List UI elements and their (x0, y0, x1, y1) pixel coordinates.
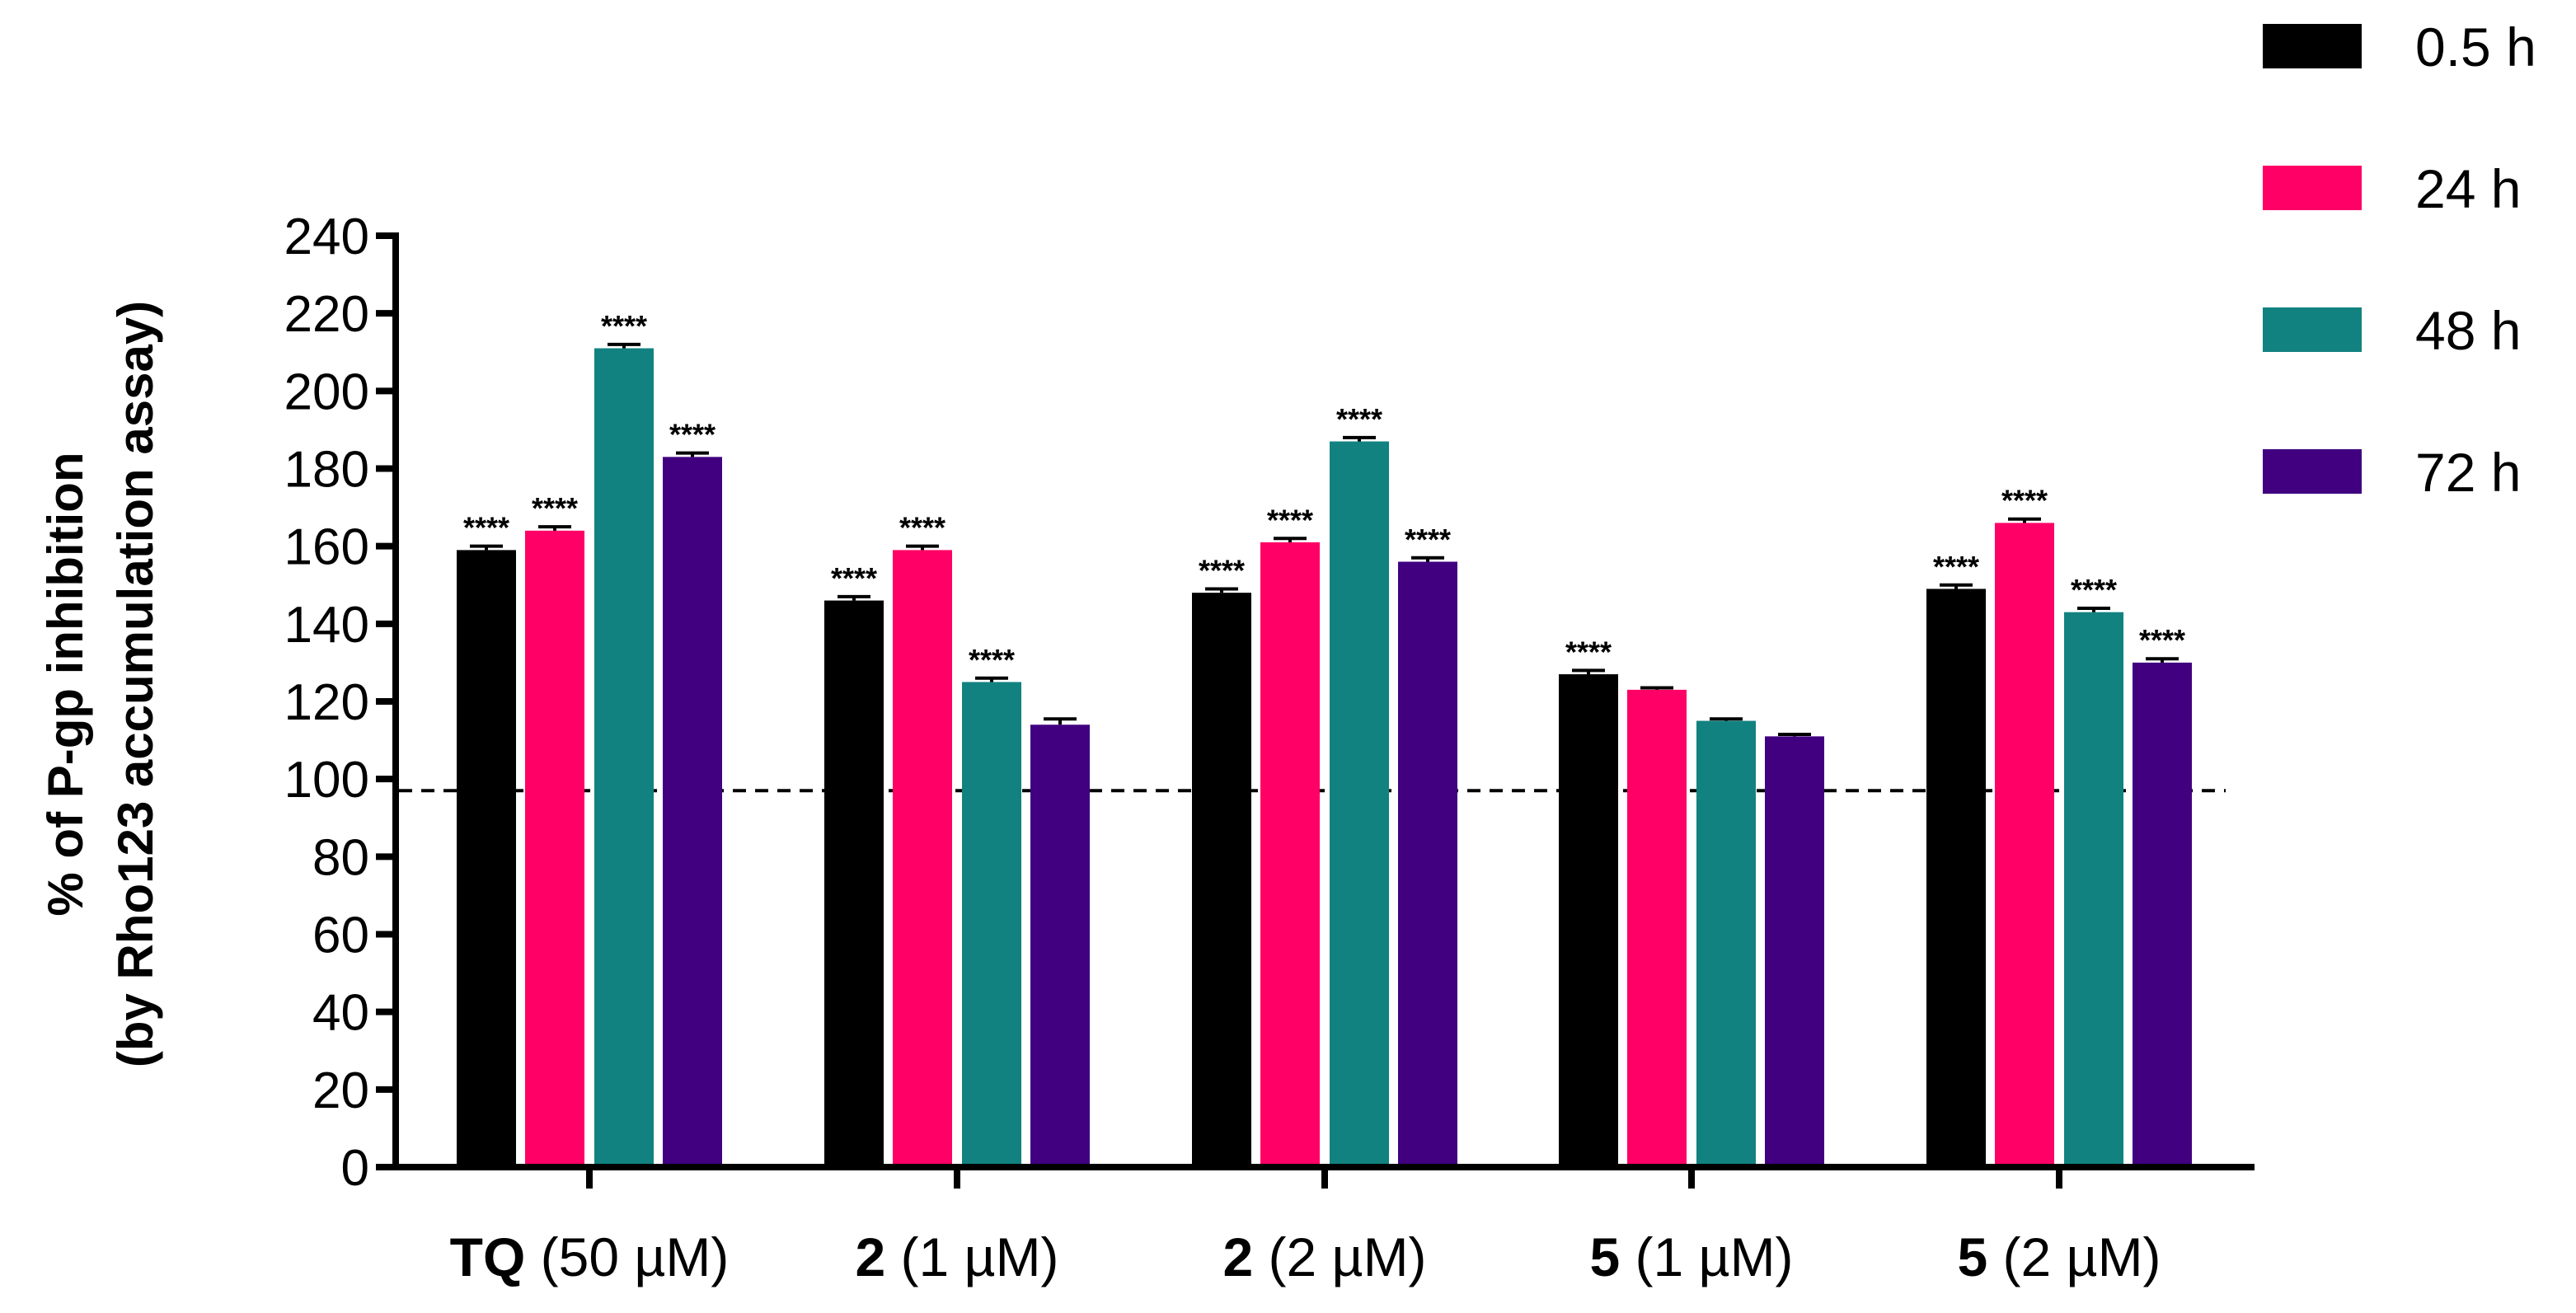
y-axis-title: % of P-gp inhibition (by Rho123 accumula… (38, 301, 163, 1067)
bar (1995, 523, 2054, 1167)
axes-group (392, 232, 2255, 1189)
bar (1696, 720, 1756, 1167)
y-tick-label: 20 (312, 1062, 369, 1119)
significance-label: **** (1199, 553, 1245, 587)
x-tick-label-rest: (2 µM) (1987, 1226, 2161, 1287)
y-tick-label: 200 (284, 363, 369, 420)
y-tick-label: 80 (312, 829, 369, 886)
bar (1030, 724, 1090, 1167)
significance-label: **** (2001, 484, 2048, 518)
bar (1627, 689, 1687, 1167)
bar (1398, 561, 1457, 1167)
legend-label: 72 h (2415, 442, 2521, 503)
x-tick-label: 2 (1 µM) (855, 1226, 1058, 1287)
x-tick-label-rest: (1 µM) (885, 1226, 1058, 1287)
x-tick-label-bold: 2 (855, 1226, 885, 1287)
significance-label: **** (2139, 623, 2185, 657)
significance-label: **** (1267, 503, 1313, 537)
bar (2133, 662, 2192, 1167)
x-tick-label-rest: (1 µM) (1620, 1226, 1793, 1287)
x-tick-label: TQ (50 µM) (450, 1226, 730, 1287)
x-tick-label-rest: (50 µM) (525, 1226, 729, 1287)
significance-label: **** (669, 418, 716, 452)
y-tick-label: 160 (284, 519, 369, 576)
legend-swatch (2263, 24, 2362, 68)
significance-label: **** (532, 491, 578, 525)
significance-label: **** (1565, 635, 1612, 668)
legend-swatch (2263, 166, 2362, 210)
x-tick-label-bold: TQ (450, 1226, 526, 1287)
significance-label: **** (1933, 550, 1979, 584)
significance-label: **** (601, 309, 647, 343)
x-tick-label-bold: 5 (1957, 1226, 1987, 1287)
bar (1765, 736, 1824, 1167)
x-tick-label-bold: 5 (1589, 1226, 1620, 1287)
bar (525, 530, 584, 1167)
legend-swatch (2263, 449, 2362, 494)
significance-label: **** (1405, 523, 1451, 556)
legend: 0.5 h 24 h 48 h 72 h (2263, 16, 2536, 503)
y-tick-label: 180 (284, 442, 369, 499)
bar (962, 682, 1021, 1167)
bar (2064, 612, 2123, 1167)
y-tick-label: 140 (284, 597, 369, 654)
bar (594, 348, 654, 1168)
significance-label: **** (2071, 573, 2117, 607)
significance-label: **** (969, 643, 1015, 677)
y-axis-title-line2: (by Rho123 accumulation assay) (108, 301, 163, 1067)
bars-group: **** **** **** **** **** **** **** **** **** ****… (457, 309, 2192, 1168)
bar (1926, 589, 1986, 1167)
x-tick-label: 5 (1 µM) (1589, 1226, 1793, 1287)
legend-swatch (2263, 307, 2362, 352)
bar (1192, 593, 1251, 1167)
bar (824, 600, 884, 1167)
bar (1559, 674, 1618, 1167)
bar (457, 550, 516, 1167)
significance-label: **** (463, 511, 509, 545)
legend-label: 48 h (2415, 300, 2521, 361)
bar (893, 550, 952, 1167)
y-tick-label: 120 (284, 674, 369, 731)
significance-label: **** (899, 511, 945, 545)
y-tick-label: 100 (284, 752, 369, 809)
x-tick-label-rest: (2 µM) (1253, 1226, 1426, 1287)
x-axis-labels: TQ (50 µM) 2 (1 µM) 2 (2 µM) 5 (1 µM) 5 (2 µ… (450, 1226, 2161, 1287)
significance-label: **** (1336, 402, 1382, 436)
bar (663, 457, 722, 1167)
y-axis-title-line1: % of P-gp inhibition (38, 452, 93, 916)
x-tick-label: 2 (2 µM) (1222, 1226, 1426, 1287)
y-axis-ticks: 0 20 40 60 80 100 120 140 160 180 200 220 240 (284, 209, 396, 1197)
x-tick-label-bold: 2 (1222, 1226, 1253, 1287)
y-tick-label: 60 (312, 907, 369, 964)
y-tick-label: 220 (284, 286, 369, 343)
y-tick-label: 40 (312, 985, 369, 1042)
x-tick-label: 5 (2 µM) (1957, 1226, 2161, 1287)
significance-label: **** (831, 561, 877, 595)
y-tick-label: 240 (284, 209, 369, 265)
bar (1330, 441, 1389, 1167)
y-tick-label: 0 (341, 1140, 369, 1197)
legend-label: 0.5 h (2415, 16, 2536, 77)
legend-label: 24 h (2415, 158, 2521, 219)
bar (1260, 542, 1320, 1167)
